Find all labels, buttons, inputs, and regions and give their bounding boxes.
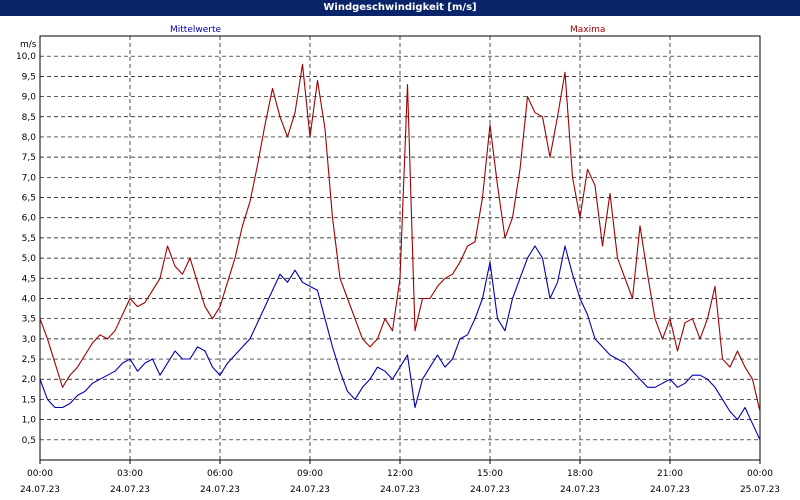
y-tick-label: 3,5 (22, 315, 36, 325)
y-tick-label: 9,0 (22, 93, 37, 103)
y-tick-label: 10,0 (16, 52, 36, 62)
x-tick-date: 24.07.23 (560, 485, 600, 495)
y-tick-label: 2,5 (22, 355, 36, 365)
y-tick-label: 6,0 (22, 214, 37, 224)
series-line-mittelwerte (39, 245, 761, 441)
x-tick-date: 24.07.23 (110, 485, 150, 495)
y-tick-label: 9,5 (22, 72, 36, 82)
y-axis-unit-label: m/s (20, 40, 37, 50)
y-tick-label: 7,0 (22, 173, 37, 183)
y-tick-label: 1,5 (22, 395, 36, 405)
x-tick-date: 25.07.23 (740, 485, 780, 495)
x-tick-date: 24.07.23 (470, 485, 510, 495)
x-tick-time: 21:00 (657, 469, 683, 479)
x-tick-date: 24.07.23 (650, 485, 690, 495)
y-tick-label: 2,0 (22, 375, 37, 385)
y-tick-label: 6,5 (22, 194, 36, 204)
x-tick-time: 06:00 (207, 469, 233, 479)
series-line-maxima (39, 63, 761, 412)
x-tick-time: 12:00 (387, 469, 413, 479)
x-tick-date: 24.07.23 (380, 485, 420, 495)
y-tick-label: 0,5 (22, 436, 36, 446)
x-tick-date: 24.07.23 (20, 485, 60, 495)
x-tick-time: 00:00 (747, 469, 773, 479)
x-tick-date: 24.07.23 (290, 485, 330, 495)
x-tick-time: 03:00 (117, 469, 143, 479)
legend-mittelwerte: Mittelwerte (170, 25, 222, 35)
y-tick-label: 4,5 (22, 274, 36, 284)
y-tick-label: 5,0 (22, 254, 37, 264)
y-tick-label: 8,5 (22, 113, 36, 123)
legend-maxima: Maxima (570, 25, 606, 35)
chart-title: Windgeschwindigkeit [m/s] (0, 0, 800, 16)
x-tick-time: 18:00 (567, 469, 593, 479)
x-tick-time: 09:00 (297, 469, 323, 479)
y-tick-label: 8,0 (22, 133, 37, 143)
y-tick-label: 7,5 (22, 153, 36, 163)
y-tick-label: 1,0 (22, 416, 37, 426)
y-tick-label: 4,0 (22, 294, 37, 304)
y-tick-label: 5,5 (22, 234, 36, 244)
x-tick-time: 00:00 (27, 469, 53, 479)
x-tick-date: 24.07.23 (200, 485, 240, 495)
y-tick-label: 3,0 (22, 335, 37, 345)
x-tick-time: 15:00 (477, 469, 503, 479)
